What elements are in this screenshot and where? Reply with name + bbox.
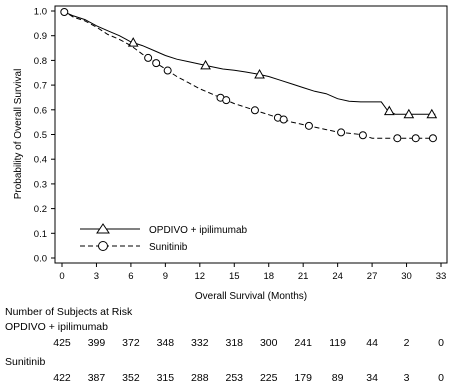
at-risk-group-label-sunitinib: Sunitinib <box>5 356 45 368</box>
series-1-marker-6 <box>250 106 259 115</box>
at-risk-count-1-11: 0 <box>438 372 444 384</box>
y-tick-label-2: 0.2 <box>34 204 47 215</box>
y-tick-label-0: 0.0 <box>34 254 47 265</box>
x-tick-label-9: 27 <box>367 271 378 282</box>
series-line-1 <box>61 10 436 139</box>
at-risk-row-opdivo: 425 399 372 348 332 318 300 241 119 44 2 0 <box>53 337 444 349</box>
at-risk-title: Number of Subjects at Risk <box>5 306 133 318</box>
x-tick-label-10: 30 <box>401 271 412 282</box>
series-1-marker-12 <box>393 134 402 143</box>
at-risk-count-0-4: 332 <box>191 337 209 349</box>
y-tick-label-8: 0.8 <box>34 56 47 67</box>
x-tick-label-6: 18 <box>263 271 274 282</box>
at-risk-row-sunitinib: 422 387 352 315 288 253 225 179 89 34 3 0 <box>53 372 444 384</box>
series-1-marker-1 <box>144 53 153 62</box>
at-risk-count-1-10: 3 <box>404 372 410 384</box>
at-risk-count-0-9: 44 <box>366 337 378 349</box>
legend-triangle-marker <box>96 223 110 234</box>
series-1-marker-8 <box>279 115 288 124</box>
series-0-marker-5 <box>426 108 438 119</box>
legend-circle-marker <box>98 241 108 251</box>
at-risk-count-0-8: 119 <box>329 337 346 349</box>
series-1-marker-3 <box>163 66 172 75</box>
at-risk-count-1-0: 422 <box>53 372 71 384</box>
at-risk-count-0-5: 318 <box>226 337 244 349</box>
y-axis: 0.0 0.1 0.2 0.3 0.4 0.5 0.6 0.7 0.8 0.9 1.0 <box>34 7 55 265</box>
y-tick-label-9: 0.9 <box>34 31 47 42</box>
series-0-marker-2 <box>254 68 265 79</box>
x-tick-label-7: 21 <box>298 271 309 282</box>
at-risk-count-1-2: 352 <box>122 372 140 384</box>
at-risk-count-0-2: 372 <box>122 337 140 349</box>
at-risk-count-1-9: 34 <box>366 372 378 384</box>
at-risk-count-0-7: 241 <box>294 337 312 349</box>
series-1-marker-11 <box>358 131 367 140</box>
x-tick-label-2: 6 <box>128 271 133 282</box>
y-tick-label-3: 0.3 <box>34 179 47 190</box>
at-risk-count-1-3: 315 <box>157 372 175 384</box>
x-tick-label-3: 9 <box>163 271 168 282</box>
at-risk-count-1-8: 89 <box>332 372 344 384</box>
series-line-0 <box>61 10 436 115</box>
series-1-marker-14 <box>428 134 437 143</box>
x-tick-label-4: 12 <box>195 271 206 282</box>
x-tick-label-8: 24 <box>332 271 343 282</box>
series-0-marker-4 <box>403 108 415 119</box>
x-axis-title: Overall Survival (Months) <box>195 291 307 302</box>
y-axis-title: Probability of Overall Survival <box>13 69 24 200</box>
series-1-marker-0 <box>60 7 69 16</box>
at-risk-count-1-6: 225 <box>260 372 278 384</box>
y-tick-label-7: 0.7 <box>34 81 47 92</box>
y-tick-label-4: 0.4 <box>34 155 47 166</box>
legend-label-opdivo: OPDIVO + ipilimumab <box>149 225 248 236</box>
plot-frame <box>54 5 448 264</box>
at-risk-count-0-6: 300 <box>260 337 278 349</box>
series-layer <box>60 7 438 143</box>
series-1-marker-13 <box>411 134 420 143</box>
at-risk-count-1-1: 387 <box>88 372 106 384</box>
series-1-marker-9 <box>304 121 313 130</box>
series-0-marker-1 <box>200 59 211 70</box>
series-1-marker-2 <box>152 59 161 68</box>
legend-label-sunitinib: Sunitinib <box>149 242 188 253</box>
y-tick-label-10: 1.0 <box>34 7 47 18</box>
series-0-marker-3 <box>383 105 395 116</box>
legend: OPDIVO + ipilimumab Sunitinib <box>80 223 248 253</box>
at-risk-count-0-1: 399 <box>88 337 106 349</box>
series-0-marker-0 <box>127 37 139 47</box>
y-tick-label-6: 0.6 <box>34 105 47 116</box>
at-risk-count-0-0: 425 <box>53 337 71 349</box>
at-risk-count-1-4: 288 <box>191 372 209 384</box>
at-risk-count-0-10: 2 <box>404 337 410 349</box>
at-risk-count-1-7: 179 <box>294 372 312 384</box>
series-1-marker-5 <box>222 96 231 105</box>
series-1-marker-10 <box>337 128 346 137</box>
x-tick-label-0: 0 <box>59 271 64 282</box>
at-risk-group-label-opdivo: OPDIVO + ipilimumab <box>5 321 108 333</box>
x-tick-label-5: 15 <box>229 271 240 282</box>
y-tick-label-5: 0.5 <box>34 130 47 141</box>
at-risk-table: Number of Subjects at Risk OPDIVO + ipil… <box>5 306 444 384</box>
at-risk-count-1-5: 253 <box>226 372 244 384</box>
at-risk-count-0-11: 0 <box>438 337 444 349</box>
x-tick-label-11: 33 <box>436 271 447 282</box>
y-tick-label-1: 0.1 <box>34 229 47 240</box>
x-axis: 0 3 6 9 12 15 18 21 24 27 30 33 <box>59 263 446 282</box>
x-tick-label-1: 3 <box>94 271 99 282</box>
at-risk-count-0-3: 348 <box>157 337 175 349</box>
